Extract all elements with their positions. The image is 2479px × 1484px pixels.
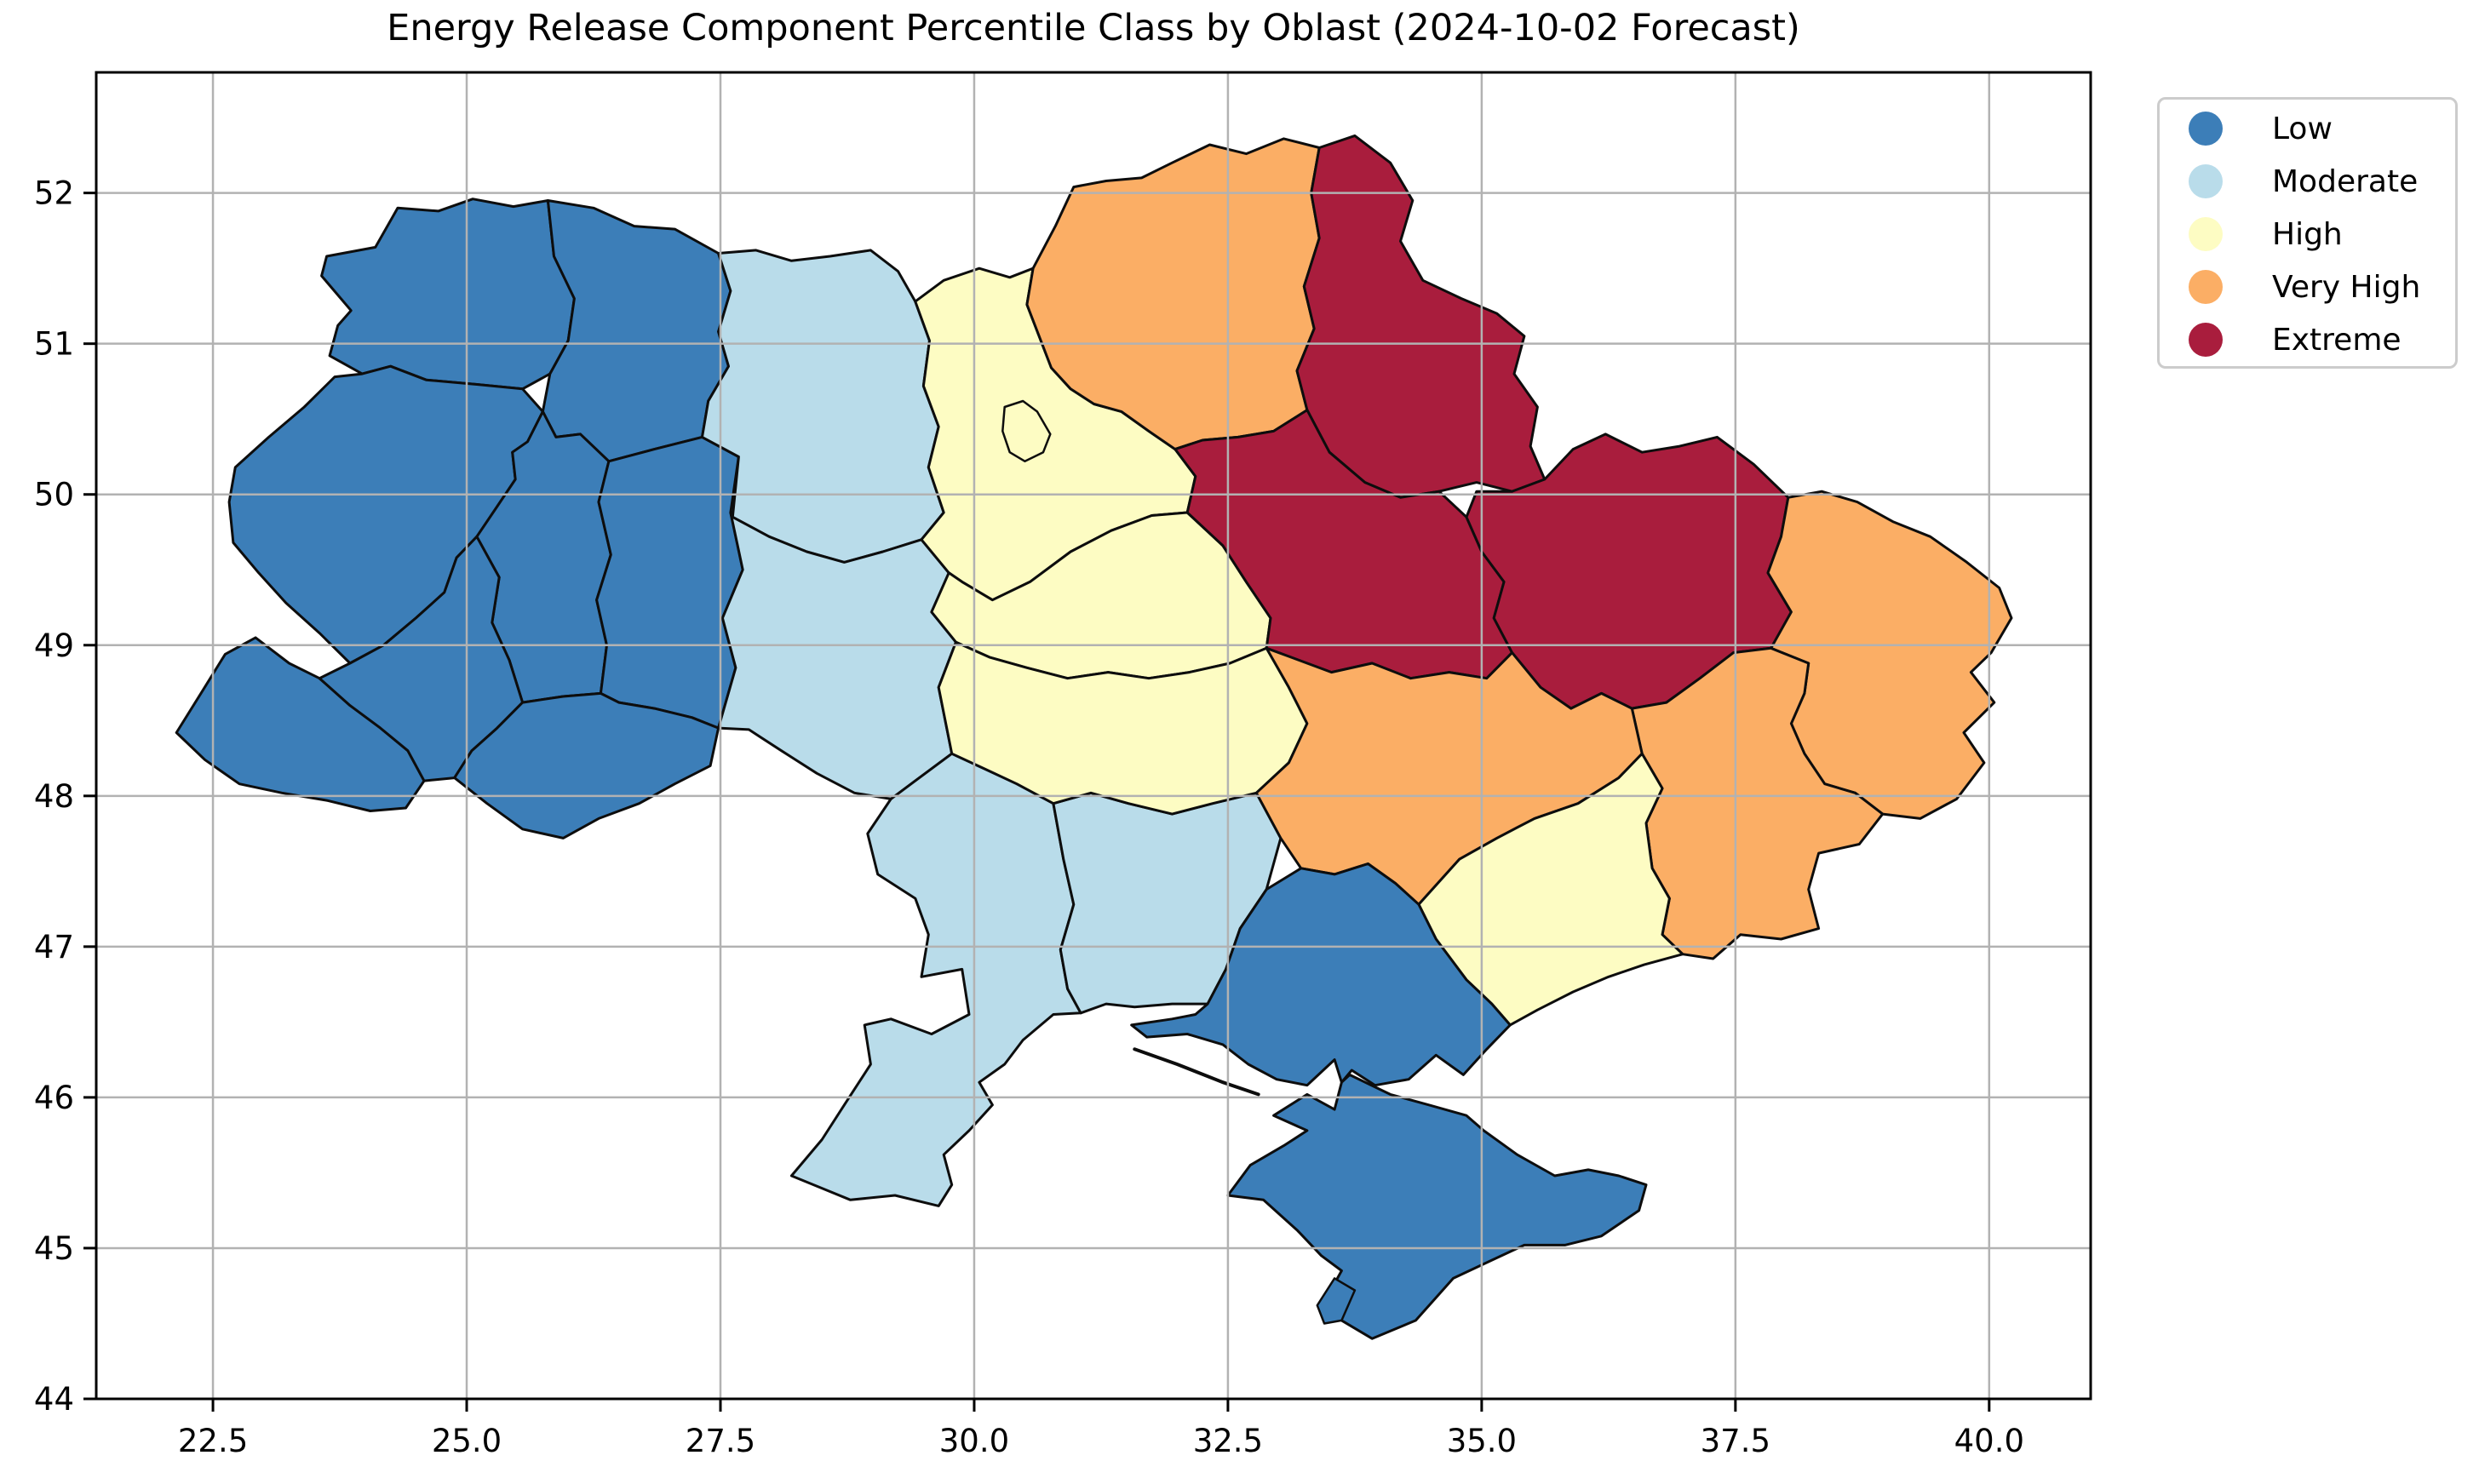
region-sumy bbox=[1295, 134, 1547, 499]
tick-label-x-37.5: 37.5 bbox=[1701, 1423, 1770, 1459]
grid-lines bbox=[96, 72, 2091, 1401]
region-volyn bbox=[320, 198, 576, 391]
axis-tick-labels: 22.5 25.0 27.5 30.0 32.5 35.0 37.5 40.0 52 51 50 49… bbox=[34, 175, 2024, 1459]
map-regions bbox=[175, 134, 2013, 1340]
tick-label-y-49: 49 bbox=[34, 627, 74, 664]
tick-label-x-27.5: 27.5 bbox=[686, 1423, 755, 1459]
tick-label-x-35.0: 35.0 bbox=[1447, 1423, 1517, 1459]
legend-swatch-icon bbox=[2189, 164, 2223, 198]
legend-swatch-icon bbox=[2189, 270, 2223, 304]
tick-label-x-30.0: 30.0 bbox=[939, 1423, 1009, 1459]
map-coast-lines bbox=[1133, 1047, 1260, 1097]
legend-label: Low bbox=[2272, 111, 2333, 146]
legend-label: Very High bbox=[2272, 269, 2421, 305]
tick-label-y-50: 50 bbox=[34, 477, 74, 513]
legend-item-high: High bbox=[2160, 208, 2455, 261]
tendra-spit bbox=[1133, 1047, 1260, 1097]
legend-item-extreme: Extreme bbox=[2160, 313, 2455, 366]
chart-title: Energy Release Component Percentile Clas… bbox=[387, 7, 1800, 49]
tick-label-y-44: 44 bbox=[34, 1381, 74, 1418]
legend-swatch-icon bbox=[2189, 323, 2223, 357]
tick-label-y-48: 48 bbox=[34, 778, 74, 815]
region-zhytomyr bbox=[701, 249, 945, 564]
legend-item-very-high: Very High bbox=[2160, 261, 2455, 313]
tick-label-y-46: 46 bbox=[34, 1080, 74, 1116]
tick-label-y-47: 47 bbox=[34, 929, 74, 965]
region-kherson bbox=[1130, 862, 1512, 1087]
region-sevastopol bbox=[1316, 1277, 1357, 1325]
axes-frame bbox=[95, 71, 2092, 1401]
legend-label: Moderate bbox=[2272, 163, 2419, 199]
tick-label-y-52: 52 bbox=[34, 175, 74, 212]
region-crimea bbox=[1226, 1073, 1648, 1340]
legend-swatch-icon bbox=[2189, 217, 2223, 251]
tick-label-x-40.0: 40.0 bbox=[1954, 1423, 2024, 1459]
legend-item-moderate: Moderate bbox=[2160, 155, 2455, 208]
region-chernivtsi bbox=[453, 691, 720, 839]
axis-ticks bbox=[83, 192, 1991, 1412]
tick-label-y-45: 45 bbox=[34, 1230, 74, 1267]
region-odesa bbox=[789, 752, 1082, 1207]
region-kyiv-city bbox=[1001, 399, 1052, 463]
plot-spines bbox=[95, 71, 2092, 1401]
legend-label: High bbox=[2272, 216, 2343, 252]
legend: Low Moderate High Very High Extreme bbox=[2157, 97, 2458, 369]
tick-label-x-32.5: 32.5 bbox=[1193, 1423, 1263, 1459]
tick-label-x-25.0: 25.0 bbox=[432, 1423, 502, 1459]
legend-label: Extreme bbox=[2272, 322, 2402, 358]
legend-item-low: Low bbox=[2160, 102, 2455, 155]
legend-swatch-icon bbox=[2189, 112, 2223, 146]
tick-label-y-51: 51 bbox=[34, 326, 74, 363]
tick-label-x-22.5: 22.5 bbox=[178, 1423, 248, 1459]
region-rivne bbox=[541, 199, 732, 463]
